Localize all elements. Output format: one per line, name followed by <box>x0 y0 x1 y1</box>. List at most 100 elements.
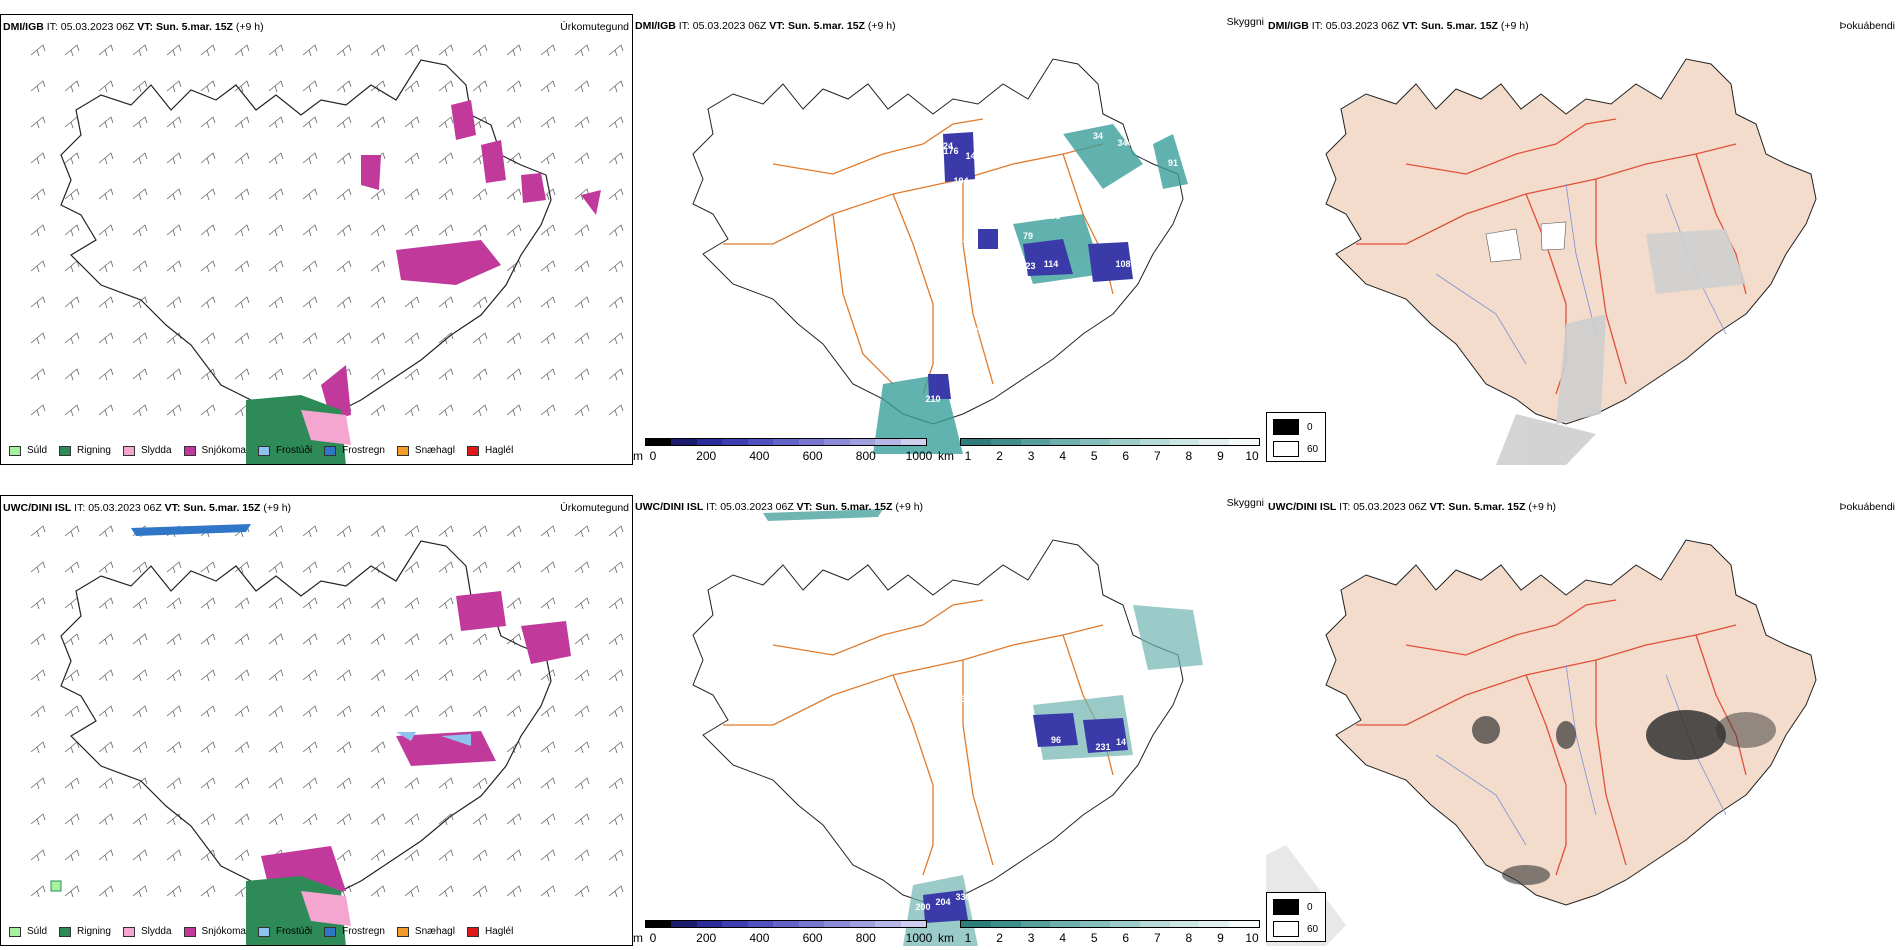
wind-barb <box>268 741 284 754</box>
colorbar-tick: 7 <box>1153 931 1161 945</box>
legend-item-7: Haglél <box>466 445 513 456</box>
wind-barb <box>438 80 454 93</box>
visibility-value-label: 31 <box>961 694 971 704</box>
legend-item-2: Slydda <box>122 926 172 937</box>
wind-barb <box>200 44 216 57</box>
colorbar-swatch-8 <box>849 921 876 927</box>
legend-item-4: Frostúði <box>257 926 313 937</box>
visibility-value-label: 358 <box>1113 181 1128 191</box>
visibility-value-label: 231 <box>1095 742 1110 752</box>
wind-barb <box>132 561 148 574</box>
wind-barb <box>64 188 80 201</box>
wind-barb <box>404 669 420 682</box>
visibility-value-label: 200 <box>915 902 930 912</box>
wind-barb <box>506 777 522 790</box>
wind-barb <box>98 705 114 718</box>
wind-barb <box>98 368 114 381</box>
wind-barb <box>608 80 624 93</box>
colorbar-tick: 6 <box>1122 449 1130 463</box>
wind-barb <box>98 80 114 93</box>
wind-barb <box>438 525 454 538</box>
wind-barb <box>234 296 250 309</box>
visibility-value-label: 12 <box>958 234 968 244</box>
wind-barb <box>30 404 46 417</box>
colorbar-swatch-10 <box>900 921 926 927</box>
colorbar-swatch-8 <box>849 439 876 445</box>
visibility-value-label: 73 <box>1138 248 1148 258</box>
visibility-value-label: 123 <box>1020 261 1035 271</box>
wind-barb <box>132 368 148 381</box>
ceiling-colorbar-swatches <box>645 438 927 446</box>
wind-barb <box>268 813 284 826</box>
colorbar-swatch-8 <box>1199 921 1230 927</box>
ceiling-unit: m <box>633 931 643 945</box>
wind-barb <box>166 80 182 93</box>
colorbar-tick: 5 <box>1090 931 1098 945</box>
wind-barb <box>30 116 46 129</box>
legend-item-1: Rigning <box>59 926 111 937</box>
wind-barb <box>98 669 114 682</box>
wind-barb <box>166 633 182 646</box>
wind-barb <box>574 44 590 57</box>
wind-barb <box>370 633 386 646</box>
wind-barb <box>506 597 522 610</box>
wind-barb <box>268 44 284 57</box>
wind-barb <box>574 525 590 538</box>
wind-barb <box>64 296 80 309</box>
wind-barb <box>132 849 148 862</box>
wind-barb <box>540 44 556 57</box>
wind-barb <box>370 597 386 610</box>
wind-barb <box>608 705 624 718</box>
wind-barb <box>302 813 318 826</box>
wind-barb <box>370 44 386 57</box>
wind-barb <box>540 525 556 538</box>
wind-barb <box>30 224 46 237</box>
wind-barb <box>472 633 488 646</box>
visibility-value-label: 38 <box>1048 126 1058 136</box>
wind-barb <box>608 813 624 826</box>
panel-name: Úrkomutegund <box>560 502 629 514</box>
wind-barb <box>608 849 624 862</box>
wind-barb <box>166 44 182 57</box>
visibility-value-label: 140 <box>940 702 955 712</box>
colorbar-tick: 2 <box>996 931 1003 945</box>
wind-barb <box>200 332 216 345</box>
fog-swatch-60 <box>1273 921 1299 937</box>
wind-barb <box>404 777 420 790</box>
colorbar-swatch-6 <box>798 439 825 445</box>
wind-barb <box>268 152 284 165</box>
wind-barb <box>472 885 488 898</box>
wind-barb <box>302 777 318 790</box>
legend-item-5: Frostregn <box>324 926 385 937</box>
visibility-value-label: 141 <box>965 151 980 161</box>
colorbar-tick: 4 <box>1059 449 1066 463</box>
colorbar-swatch-1 <box>990 439 1021 445</box>
wind-barb <box>404 152 420 165</box>
wind-barb <box>574 777 590 790</box>
colorbar-tick: 600 <box>802 449 823 463</box>
wind-barb <box>302 224 318 237</box>
wind-barb <box>336 188 352 201</box>
wind-barb <box>64 741 80 754</box>
colorbar-swatch-2 <box>1020 921 1051 927</box>
wind-barb <box>370 669 386 682</box>
wind-barb <box>302 152 318 165</box>
wind-barb <box>30 669 46 682</box>
wind-barb <box>370 368 386 381</box>
colorbar-swatch-1 <box>671 921 697 927</box>
wind-barb <box>64 633 80 646</box>
wind-barb <box>30 561 46 574</box>
wind-barb <box>472 116 488 129</box>
wind-barb <box>472 332 488 345</box>
wind-barb <box>506 116 522 129</box>
colorbar-swatch-5 <box>1109 439 1140 445</box>
wind-barb <box>336 80 352 93</box>
wind-barb <box>404 404 420 417</box>
wind-barb <box>506 368 522 381</box>
wind-barb <box>30 44 46 57</box>
precip-legend: Súld Rigning Slydda Snjókoma Frostúði Frostre… <box>9 926 525 937</box>
panel-name: Skyggni <box>1226 16 1264 28</box>
wind-barb <box>98 224 114 237</box>
legend-label: Frostúði <box>275 926 313 937</box>
